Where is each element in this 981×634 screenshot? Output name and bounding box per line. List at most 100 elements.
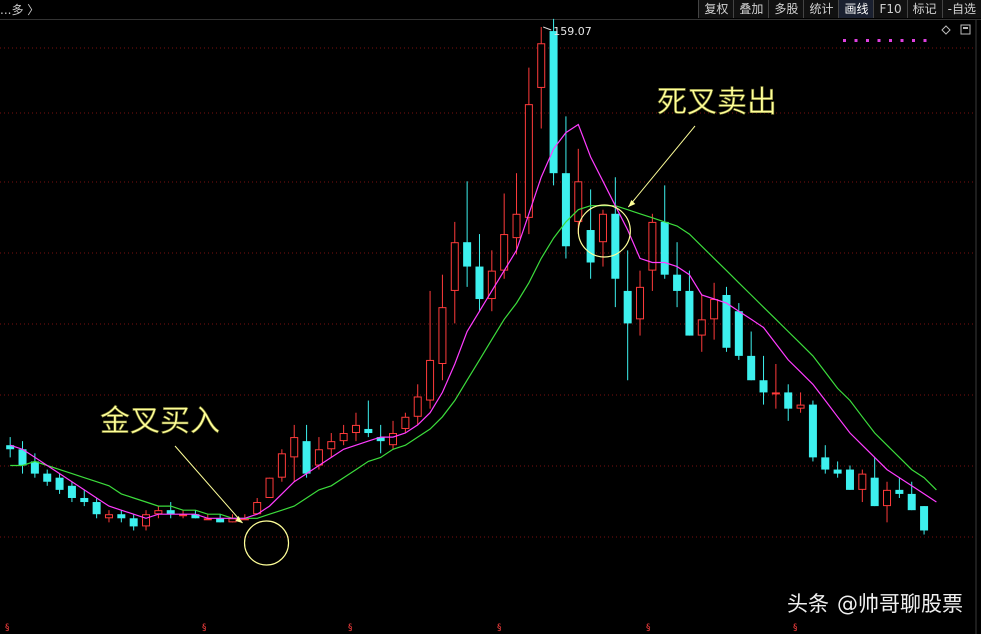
dividend-marker-icon: § (497, 623, 502, 633)
candle-body (179, 514, 188, 517)
candle (920, 506, 929, 535)
candle-body (747, 355, 756, 381)
candle-body (673, 274, 682, 291)
dividend-marker-icon: § (348, 623, 353, 633)
candle (339, 424, 348, 446)
decorations: § § § § § § (5, 24, 971, 633)
candle-body (290, 437, 299, 458)
candle (759, 355, 768, 405)
candle-body (475, 266, 484, 300)
candle (660, 185, 669, 279)
candle-body (191, 514, 200, 519)
candle (475, 234, 484, 312)
grid (0, 19, 981, 634)
legend-dot (866, 39, 869, 42)
legend-dot (900, 39, 904, 42)
toolbar-fuquan-button[interactable]: 复权 (698, 0, 734, 18)
ma-long-line (10, 205, 937, 519)
toolbar-huaxian-button[interactable]: 画线 (838, 0, 874, 18)
dividend-marker-icon: § (202, 623, 207, 633)
price-marker-arrow (543, 26, 552, 31)
candle (648, 213, 657, 291)
candle (265, 477, 274, 498)
candle (438, 274, 447, 381)
candle-body (845, 469, 854, 490)
dividend-marker-icon: § (5, 623, 10, 633)
toolbar-f10-button[interactable]: F10 (873, 0, 907, 18)
candle-body (759, 380, 768, 393)
candle-body (314, 449, 323, 466)
candle-body (574, 181, 583, 222)
candle-body (67, 485, 76, 498)
candle (67, 481, 76, 503)
candle (598, 209, 607, 267)
candle (685, 270, 694, 336)
candle-body (784, 392, 793, 409)
toolbar-zixuan-button[interactable]: -自选 (941, 0, 981, 18)
toolbar-tongji-button[interactable]: 统计 (803, 0, 839, 18)
candle (870, 457, 879, 507)
toolbar-duogu-button[interactable]: 多股 (768, 0, 804, 18)
candle-body (870, 477, 879, 507)
golden-cross-circle (243, 520, 290, 566)
candle-body (438, 307, 447, 365)
candle-body (710, 299, 719, 320)
candle (166, 502, 175, 519)
candle (796, 392, 805, 413)
candle-body (426, 359, 435, 401)
candle-body (883, 489, 892, 507)
toolbar-biaoji-button[interactable]: 标记 (906, 0, 942, 18)
candle (561, 116, 570, 259)
candle (734, 303, 743, 360)
candle-body (549, 31, 558, 174)
candle (413, 384, 422, 425)
candle (858, 469, 867, 503)
candle-body (796, 404, 805, 409)
candle-body (43, 473, 52, 482)
breadcrumb[interactable]: ...多 〉 (0, 3, 40, 17)
golden-cross-label: 金叉买入 (100, 404, 220, 439)
candle (376, 424, 385, 454)
window-icon[interactable] (960, 24, 971, 35)
candle-body (537, 43, 546, 88)
ma-short-line (10, 123, 937, 519)
candle-body (685, 290, 694, 336)
candle (389, 420, 398, 450)
diamond-icon[interactable] (941, 25, 951, 35)
watermark-author: @帅哥聊股票 (837, 592, 963, 616)
candle (747, 331, 756, 381)
candle-body (376, 437, 385, 442)
candle (821, 445, 830, 474)
moving-averages (10, 123, 937, 519)
candle (586, 189, 595, 279)
window-icon-bar (963, 27, 968, 29)
toolbar-diejia-button[interactable]: 叠加 (733, 0, 769, 18)
candle (80, 489, 89, 507)
candle (487, 250, 496, 312)
candle (154, 506, 163, 519)
candle-body (203, 518, 212, 521)
candle-body (821, 457, 830, 470)
death-cross-arrowhead (628, 200, 636, 207)
candle (710, 282, 719, 340)
candle-body (524, 104, 533, 218)
candle (623, 250, 632, 381)
watermark-platform: 头条 (787, 592, 829, 616)
candle (327, 433, 336, 458)
candle-body (413, 396, 422, 417)
candle (290, 424, 299, 482)
candle-body (55, 477, 64, 490)
candle (537, 27, 546, 129)
candle (277, 449, 286, 482)
candle-body (166, 510, 175, 515)
candle (253, 497, 262, 515)
annotations: 159.07 金叉买入 死叉卖出 (100, 25, 777, 566)
candle-body (636, 286, 645, 320)
candle (673, 242, 682, 308)
candle (574, 148, 583, 235)
candle (117, 510, 126, 523)
golden-cross-arrowhead (235, 516, 243, 523)
candle (808, 400, 817, 462)
candle-body (858, 473, 867, 490)
